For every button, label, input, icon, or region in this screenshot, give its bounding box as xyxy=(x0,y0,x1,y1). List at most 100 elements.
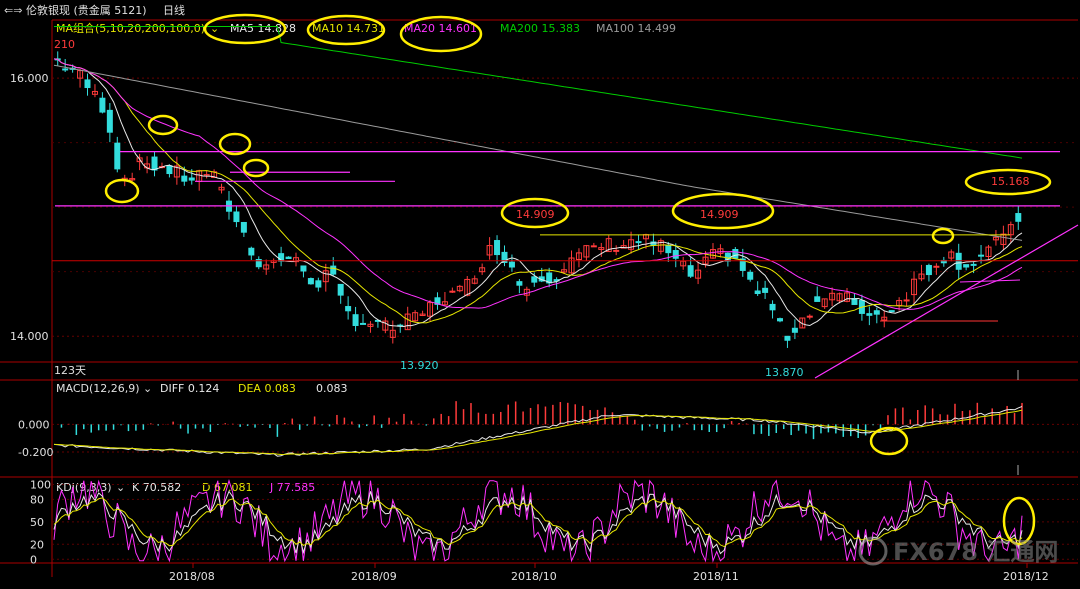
candle-body xyxy=(434,297,441,305)
candle-body xyxy=(1007,224,1014,236)
candle-body xyxy=(218,186,225,191)
candle-body xyxy=(665,245,672,254)
candle-body xyxy=(687,265,694,277)
candle-body xyxy=(598,247,605,250)
candle-body xyxy=(821,298,828,308)
ma-legend-dropdown-icon[interactable]: ⌄ xyxy=(210,22,219,35)
candle-body xyxy=(337,283,344,296)
highlight-ellipse xyxy=(1002,496,1036,546)
highlight-ellipse xyxy=(306,14,386,46)
kdj-legend-item: J 77.585 xyxy=(269,481,315,494)
macd-dropdown-icon: ⌄ xyxy=(143,382,152,395)
candle-body xyxy=(322,270,329,283)
candle-body xyxy=(970,263,977,266)
days-annotation: 123天 xyxy=(54,364,86,377)
candle-body xyxy=(963,264,970,268)
trend-line xyxy=(814,224,1079,379)
candle-body xyxy=(486,245,493,256)
candle-body xyxy=(1000,233,1007,245)
ma-legend-item: MA5 14.828 xyxy=(230,22,296,35)
candle-body xyxy=(389,329,396,338)
candle-body xyxy=(814,296,821,302)
candle-body xyxy=(419,313,426,316)
x-tick-label: 2018/10 xyxy=(511,570,557,583)
highlight-ellipse xyxy=(203,13,287,45)
ma10-line xyxy=(53,58,1023,324)
ma-legend-title[interactable]: MA组合(5,10,20,200,100,0) xyxy=(56,21,205,35)
candle-body xyxy=(985,246,992,257)
candle-body xyxy=(695,269,702,279)
macd-panel: MACD(12,26,9) ⌄ DIFF 0.124 DEA 0.083 0.083 0.… xyxy=(18,382,1078,459)
candle-body xyxy=(136,157,143,163)
candle-body xyxy=(367,323,374,327)
candle-body xyxy=(911,278,918,296)
candle-body xyxy=(456,285,463,292)
candle-body xyxy=(806,315,813,318)
kdj-j-line xyxy=(53,478,1023,563)
candle-body xyxy=(84,79,91,89)
watermark-text: FX678 汇通网 xyxy=(893,538,1058,566)
candle-body xyxy=(263,264,270,270)
candle-body xyxy=(181,175,188,182)
candle-body xyxy=(568,257,575,274)
candle-body xyxy=(404,313,411,331)
ma-legend-item: MA10 14.731 xyxy=(312,22,385,35)
candle-body xyxy=(464,278,471,296)
price-top-annotation: 210 xyxy=(54,38,75,51)
highlight-ellipse xyxy=(147,114,179,136)
candle-body xyxy=(605,238,612,253)
candle-body xyxy=(114,142,121,170)
candle-body xyxy=(106,109,113,133)
candle-body xyxy=(866,313,873,316)
macd-legend-title: MACD(12,26,9) xyxy=(56,382,140,395)
high-label: 15.168 xyxy=(991,175,1030,188)
candle-body xyxy=(762,287,769,293)
back-icon[interactable]: ⇐⇒ xyxy=(4,4,22,17)
kdj-tick-label: 100 xyxy=(30,478,51,491)
candle-body xyxy=(412,312,419,322)
candle-body xyxy=(784,335,791,341)
candle-body xyxy=(307,278,314,285)
candle-body xyxy=(173,165,180,178)
candle-body xyxy=(873,310,880,315)
candle-body xyxy=(709,249,716,259)
highlight-ellipse xyxy=(931,227,955,245)
highlight-ellipse xyxy=(500,197,570,229)
candle-body xyxy=(732,248,739,259)
candle-body xyxy=(978,254,985,257)
ma-legend-item: MA200 15.383 xyxy=(500,22,580,35)
watermark: FX678 汇通网 xyxy=(858,536,1058,566)
highlight-ellipse xyxy=(671,192,775,230)
annotation-overlay xyxy=(104,13,1052,546)
highlight-ellipse xyxy=(964,168,1052,196)
ma100-line xyxy=(53,64,1023,241)
price-tick-label: 14.000 xyxy=(10,330,49,343)
high-label: 14.909 xyxy=(700,208,739,221)
candle-body xyxy=(948,251,955,259)
kdj-tick-label: 20 xyxy=(30,538,44,551)
candle-body xyxy=(531,276,538,283)
candle-body xyxy=(590,245,597,248)
kdj-panel: KDJ(9,3,3) ⌄ K 70.582 D 67.081 J 77.58510080… xyxy=(30,478,1078,566)
candle-body xyxy=(613,249,620,252)
kdj-dropdown-icon: ⌄ xyxy=(116,481,125,494)
highlight-ellipse xyxy=(104,178,140,204)
highlight-ellipse xyxy=(869,426,909,456)
period-label[interactable]: 日线 xyxy=(163,3,185,17)
candle-body xyxy=(918,273,925,280)
candle-body xyxy=(583,245,590,258)
x-tick-label: 2018/08 xyxy=(169,570,215,583)
candle-body xyxy=(345,306,352,312)
candle-body xyxy=(479,267,486,273)
candle-body xyxy=(233,211,240,223)
top-header: ⇐⇒ 伦敦银现 (贵金属 5121) 日线 MA组合(5,10,20,200,1… xyxy=(4,3,676,35)
candle-body xyxy=(293,257,299,263)
kdj-tick-label: 50 xyxy=(30,516,44,529)
candle-body xyxy=(300,265,307,272)
candle-body xyxy=(255,259,262,268)
instrument-label: 伦敦银现 (贵金属 5121) xyxy=(26,3,147,17)
candle-body xyxy=(791,327,798,333)
highlight-ellipse xyxy=(399,15,483,53)
watermark-logo-icon xyxy=(858,536,888,566)
